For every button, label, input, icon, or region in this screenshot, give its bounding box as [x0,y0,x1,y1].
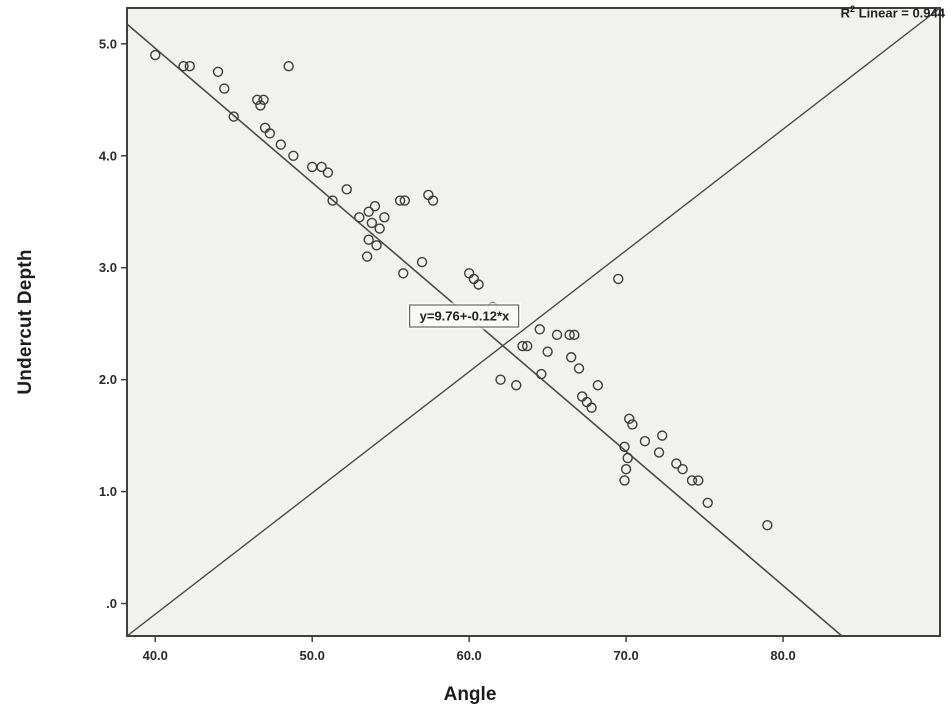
data-point [586,402,597,413]
data-point [624,413,635,425]
data-point [252,94,263,105]
r2-annotation: R2 Linear = 0.944 [841,4,945,20]
y-tick-label: 3.0 [99,260,117,275]
data-point [327,195,338,206]
data-point [341,184,352,195]
data-point [316,161,327,173]
data-point [288,150,299,161]
data-point [228,111,239,122]
data-point [264,128,276,139]
data-point [619,475,630,486]
x-tick-label: 70.0 [613,648,638,663]
data-point [363,206,374,217]
data-point [639,436,651,447]
data-point [427,195,439,206]
data-point [255,100,266,111]
data-point [178,61,189,72]
data-point [619,441,630,453]
data-point [361,251,373,262]
data-point [522,340,533,352]
regression-line [126,23,843,637]
y-tick-label: 1.0 [99,484,117,499]
r2-suffix: Linear = 0.944 [855,5,945,21]
data-point [371,240,382,251]
data-point [569,329,580,341]
data-point [517,340,528,352]
x-tick-label: 50.0 [300,648,325,663]
data-point [627,419,638,430]
data-point [416,256,428,268]
y-tick-label: .0 [106,596,117,611]
data-point [534,324,545,335]
data-point [702,497,713,508]
data-point [394,195,406,206]
data-point [283,61,294,72]
x-tick-label: 60.0 [456,648,481,663]
r2-prefix: R [840,5,850,21]
data-point [150,49,161,61]
data-point [620,464,632,475]
data-point [613,273,624,285]
data-point [399,195,411,206]
equation-label: y=9.76+-0.12*x [409,304,520,328]
data-point [219,83,230,94]
data-point [565,352,577,363]
data-point [379,212,390,223]
x-tick-label: 40.0 [143,648,168,663]
data-point [656,430,668,441]
data-point [354,212,365,223]
data-point [677,464,688,475]
data-point [495,374,506,385]
data-point [653,447,665,458]
data-point [374,223,385,234]
y-tick-label: 2.0 [99,372,117,387]
y-tick-label: 5.0 [99,36,117,51]
r2-superscript: 2 [850,4,856,14]
data-point [212,66,224,78]
data-point [536,368,547,380]
reference-diagonal-line [126,7,941,637]
x-axis-title: Angle [443,684,497,705]
data-point [622,452,633,464]
data-point [573,363,585,374]
data-point [398,268,409,279]
data-point [564,329,575,341]
x-tick-label: 80.0 [770,648,795,663]
data-point [762,519,773,531]
data-point [369,200,381,212]
data-point [275,139,287,150]
data-point [473,279,484,290]
data-point [511,380,522,391]
y-tick-label: 4.0 [99,148,117,163]
data-point [671,458,682,469]
data-point [258,94,269,105]
data-point [542,346,553,357]
data-point [592,380,604,391]
data-point [693,475,704,486]
data-point [551,329,563,341]
data-point [184,61,195,72]
data-point [686,475,698,486]
data-point [366,217,378,229]
data-point [363,234,374,245]
data-point [322,167,334,178]
y-axis-title: Undercut Depth [15,249,36,395]
